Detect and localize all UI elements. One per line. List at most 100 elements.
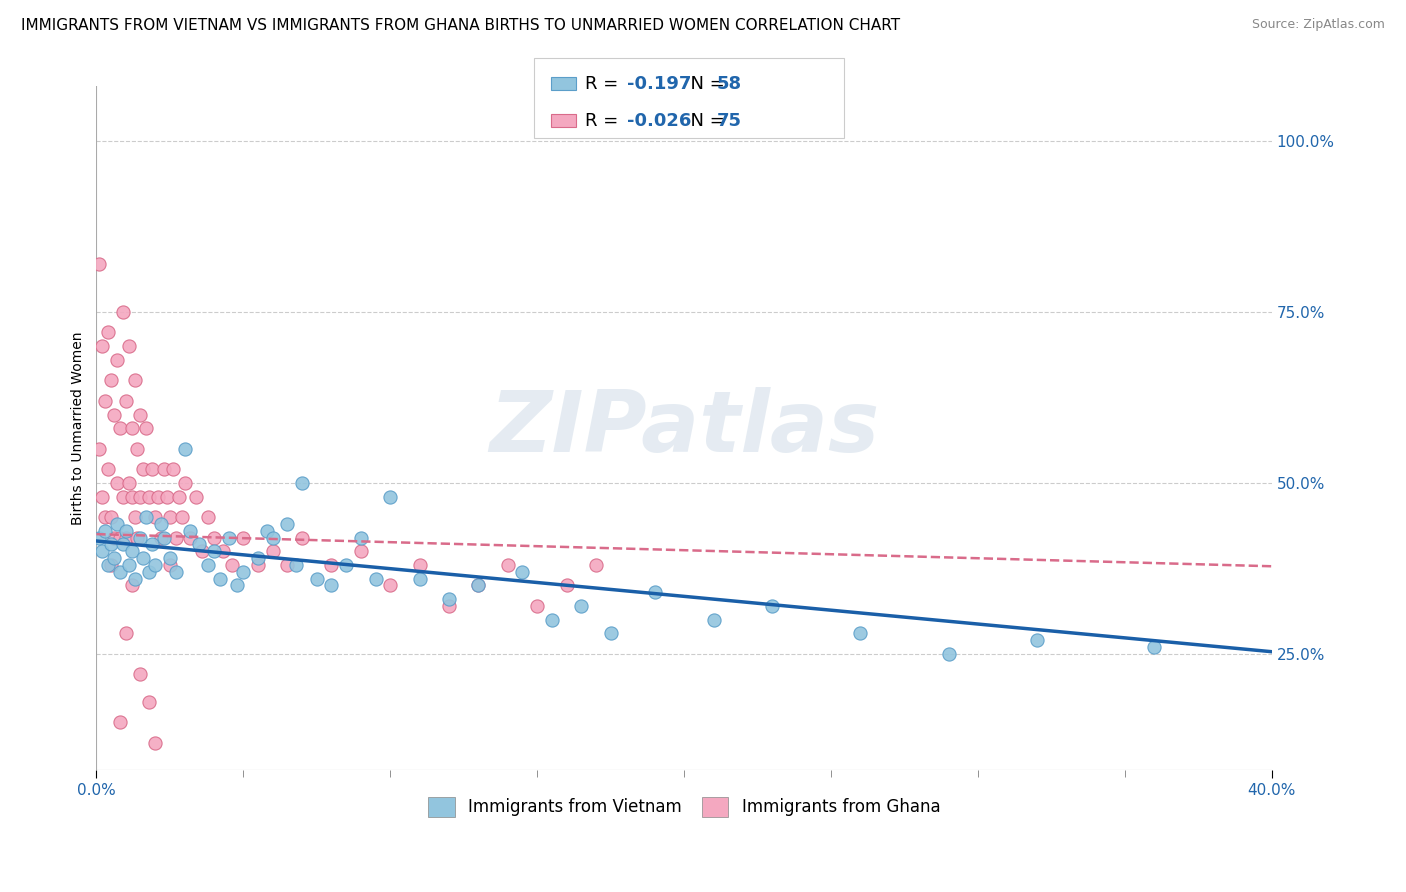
Point [291,531,314,545]
Y-axis label: Births to Unmarried Women: Births to Unmarried Women [72,332,86,524]
Text: N =: N = [679,75,731,93]
Point [159,510,181,524]
Point [135,510,157,524]
Point [121,421,143,435]
Point [135,421,157,435]
Point [276,558,298,572]
Point [100,558,122,572]
Point [156,490,179,504]
Point [467,578,489,592]
Point [108,421,131,435]
Point [94,510,117,524]
Point [408,572,430,586]
Point [124,510,146,524]
Point [94,524,117,538]
Point [141,462,163,476]
Point [364,572,387,586]
Point [208,572,231,586]
Point [143,736,166,750]
Point [159,551,181,566]
Point [91,339,114,353]
Point [150,531,173,545]
Point [437,592,460,607]
Point [599,626,621,640]
Point [380,490,402,504]
Point [849,626,872,640]
Point [408,558,430,572]
Point [111,490,134,504]
Text: Source: ZipAtlas.com: Source: ZipAtlas.com [1251,18,1385,31]
Point [146,490,169,504]
Point [246,558,269,572]
Point [569,599,592,613]
Point [121,578,143,592]
Point [173,442,195,456]
Point [541,613,564,627]
Point [221,558,243,572]
Point [153,531,176,545]
Point [129,490,152,504]
Point [202,531,225,545]
Point [585,558,607,572]
Point [191,544,214,558]
Point [114,531,136,545]
Point [132,462,155,476]
Point [124,572,146,586]
Point [179,524,201,538]
Point [118,339,141,353]
Point [124,373,146,387]
Point [165,531,187,545]
Point [91,544,114,558]
Point [496,558,519,572]
Point [211,544,233,558]
Point [321,578,343,592]
Legend: Immigrants from Vietnam, Immigrants from Ghana: Immigrants from Vietnam, Immigrants from… [422,790,948,823]
Point [1025,633,1047,648]
Point [121,544,143,558]
Point [89,531,111,545]
Point [132,551,155,566]
Point [143,510,166,524]
Point [321,558,343,572]
Point [276,516,298,531]
Point [162,462,184,476]
Point [291,475,314,490]
Point [702,613,724,627]
Point [335,558,357,572]
Point [305,572,328,586]
Text: -0.026: -0.026 [627,112,692,129]
Point [350,544,373,558]
Point [89,257,111,271]
Point [138,565,160,579]
Point [118,475,141,490]
Point [186,490,208,504]
Point [100,537,122,551]
Point [114,393,136,408]
Point [108,715,131,730]
Text: IMMIGRANTS FROM VIETNAM VS IMMIGRANTS FROM GHANA BIRTHS TO UNMARRIED WOMEN CORRE: IMMIGRANTS FROM VIETNAM VS IMMIGRANTS FR… [21,18,900,33]
Point [129,408,152,422]
Point [167,490,190,504]
Point [103,551,125,566]
Point [938,647,960,661]
Point [143,558,166,572]
Point [114,626,136,640]
Point [179,531,201,545]
Point [165,565,187,579]
Point [153,462,176,476]
Point [111,537,134,551]
Point [89,442,111,456]
Point [197,558,219,572]
Point [197,510,219,524]
Point [138,490,160,504]
Point [100,373,122,387]
Point [105,352,128,367]
Text: R =: R = [585,112,624,129]
Point [100,510,122,524]
Point [232,531,254,545]
Point [232,565,254,579]
Point [97,558,120,572]
Point [202,544,225,558]
Text: ZIPatlas: ZIPatlas [489,386,879,470]
Point [97,326,120,340]
